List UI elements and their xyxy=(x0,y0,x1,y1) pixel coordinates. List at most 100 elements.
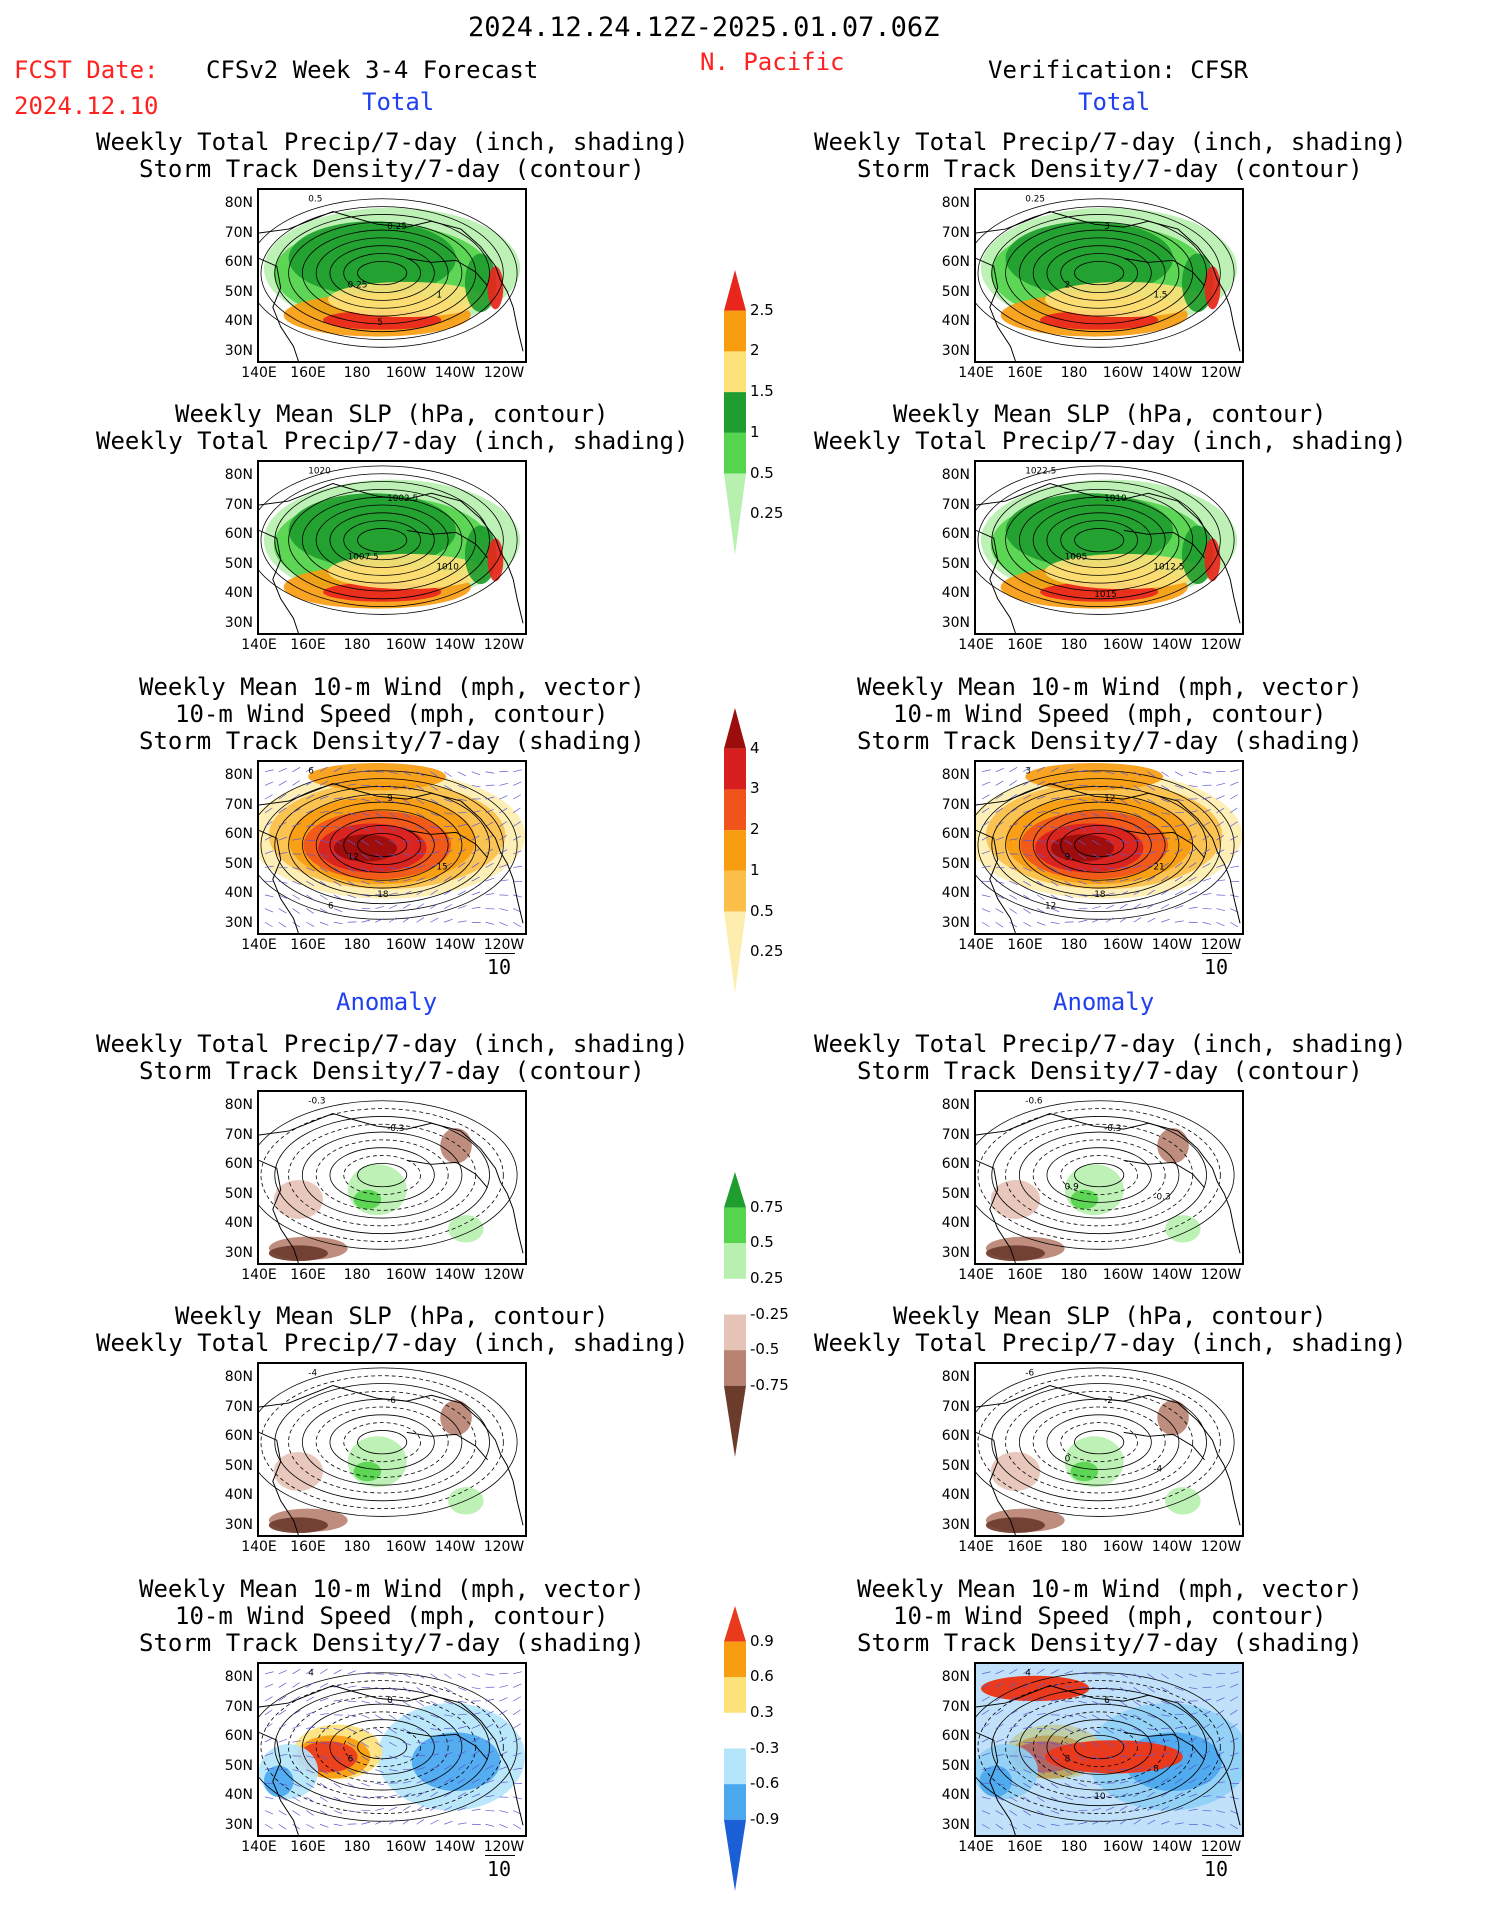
wind-vector xyxy=(1036,867,1045,873)
wind-vector xyxy=(1147,903,1156,909)
contour-label: -4 xyxy=(1153,1465,1162,1475)
panel-title-p7-line1: Weekly Total Precip/7-day (inch, shading… xyxy=(96,1030,689,1058)
wind-vector xyxy=(402,1673,412,1678)
wind-vector xyxy=(1202,863,1211,868)
wind-vector xyxy=(306,894,314,901)
wind-vector xyxy=(333,1823,343,1827)
wind-vector xyxy=(375,785,384,788)
wind-vector xyxy=(1023,780,1031,786)
wind-vector xyxy=(319,1697,329,1702)
lon-tick-label: 160E xyxy=(290,1539,326,1555)
wind-vector xyxy=(278,807,287,814)
wind-vector xyxy=(416,1779,425,1784)
wind-vector xyxy=(1188,1778,1197,1784)
wind-vector xyxy=(1174,771,1183,777)
wind-vector xyxy=(1202,808,1211,814)
lat-tick-label: 80N xyxy=(224,467,253,483)
lat-tick-label: 40N xyxy=(224,1215,253,1231)
lon-tick-label: 180 xyxy=(1060,365,1088,381)
contour-label: 9 xyxy=(387,794,393,804)
wind-vector xyxy=(1092,880,1102,884)
contour-label: 1020 xyxy=(308,467,331,477)
wind-vector xyxy=(388,826,397,832)
wind-vector xyxy=(1023,766,1031,773)
wind-vector xyxy=(333,880,342,887)
contour-line xyxy=(259,198,518,348)
wind-vector xyxy=(1161,1714,1171,1717)
wind-vector xyxy=(995,767,1004,773)
wind-vector xyxy=(306,1810,314,1816)
wind-vector xyxy=(1174,1807,1184,1811)
wind-vector xyxy=(292,766,301,773)
wind-vector xyxy=(430,876,439,882)
wind-vector xyxy=(306,1769,315,1774)
wind-vector xyxy=(320,839,329,843)
contour-line xyxy=(1074,260,1125,286)
wind-vector xyxy=(1050,839,1060,845)
wind-vector xyxy=(416,865,426,868)
wind-vector xyxy=(430,826,440,829)
wind-vector xyxy=(1202,1823,1212,1827)
wind-vector xyxy=(1161,1687,1170,1692)
wind-vector xyxy=(485,1673,495,1676)
wind-vector xyxy=(995,1796,1004,1801)
wind-vector xyxy=(388,1700,397,1706)
wind-vector xyxy=(1133,1792,1142,1798)
wind-vector xyxy=(981,894,991,898)
contour-label: 6 xyxy=(308,767,314,777)
wind-vector xyxy=(430,1805,439,1811)
wind-vector xyxy=(333,1810,343,1814)
wind-vector xyxy=(264,835,273,841)
colorbar-segment xyxy=(724,392,746,433)
wind-vector xyxy=(1078,1700,1088,1704)
wind-vector xyxy=(1050,867,1059,873)
colorbar-segment xyxy=(724,351,746,393)
wind-vector xyxy=(375,1808,384,1811)
wind-vector xyxy=(1009,823,1018,827)
wind-vector xyxy=(1037,810,1046,814)
lat-tick-label: 70N xyxy=(224,496,253,513)
wind-vector xyxy=(1050,1669,1059,1675)
contour-line xyxy=(991,1116,1207,1235)
colorbar-svg xyxy=(724,708,746,993)
wind-vector xyxy=(430,1700,439,1706)
coastline xyxy=(259,529,299,633)
wind-vector xyxy=(1147,798,1156,804)
wind-vector xyxy=(1023,894,1031,901)
coastline xyxy=(406,1159,488,1189)
shading-blob xyxy=(1157,1400,1189,1436)
wind-vector xyxy=(430,1673,438,1679)
wind-vector xyxy=(402,1741,412,1746)
wind-vector xyxy=(1036,766,1045,773)
lon-tick-label: 120W xyxy=(1200,1539,1242,1555)
colorbar-segment xyxy=(724,1784,746,1820)
wind-vector xyxy=(457,1792,466,1798)
wind-vector xyxy=(1202,1750,1211,1757)
lat-tick-label: 60N xyxy=(941,526,970,542)
wind-vector xyxy=(1036,853,1046,858)
colorbar-segment xyxy=(724,473,746,555)
wind-vector xyxy=(347,768,357,773)
wind-vector xyxy=(1092,906,1101,909)
lon-tick-label: 180 xyxy=(343,937,371,953)
wind-vector xyxy=(444,1777,452,1784)
lon-tick-label: 160E xyxy=(1007,937,1043,953)
wind-vector xyxy=(306,1696,315,1702)
wind-vector xyxy=(402,1728,411,1734)
colorbar-segment xyxy=(724,1748,746,1785)
wind-vector xyxy=(1188,1737,1197,1743)
contour-line xyxy=(1074,1162,1125,1188)
wind-vector xyxy=(1230,865,1239,868)
wind-vector xyxy=(1147,863,1156,868)
wind-vector xyxy=(1188,1793,1198,1798)
map-panel-p1: 0.5 0.25 0.25 1 5 xyxy=(257,188,527,363)
wind-vector xyxy=(347,1755,356,1762)
wind-vector xyxy=(306,867,315,872)
wind-vector xyxy=(1023,908,1031,914)
panel-title-p10-line1: Weekly Mean SLP (hPa, contour) xyxy=(893,1302,1327,1330)
contour-line xyxy=(977,1680,1221,1814)
contour-line xyxy=(343,825,421,865)
lon-tick-label: 140W xyxy=(434,1267,476,1283)
wind-vector xyxy=(1050,853,1059,859)
wind-vector xyxy=(1092,1782,1102,1786)
